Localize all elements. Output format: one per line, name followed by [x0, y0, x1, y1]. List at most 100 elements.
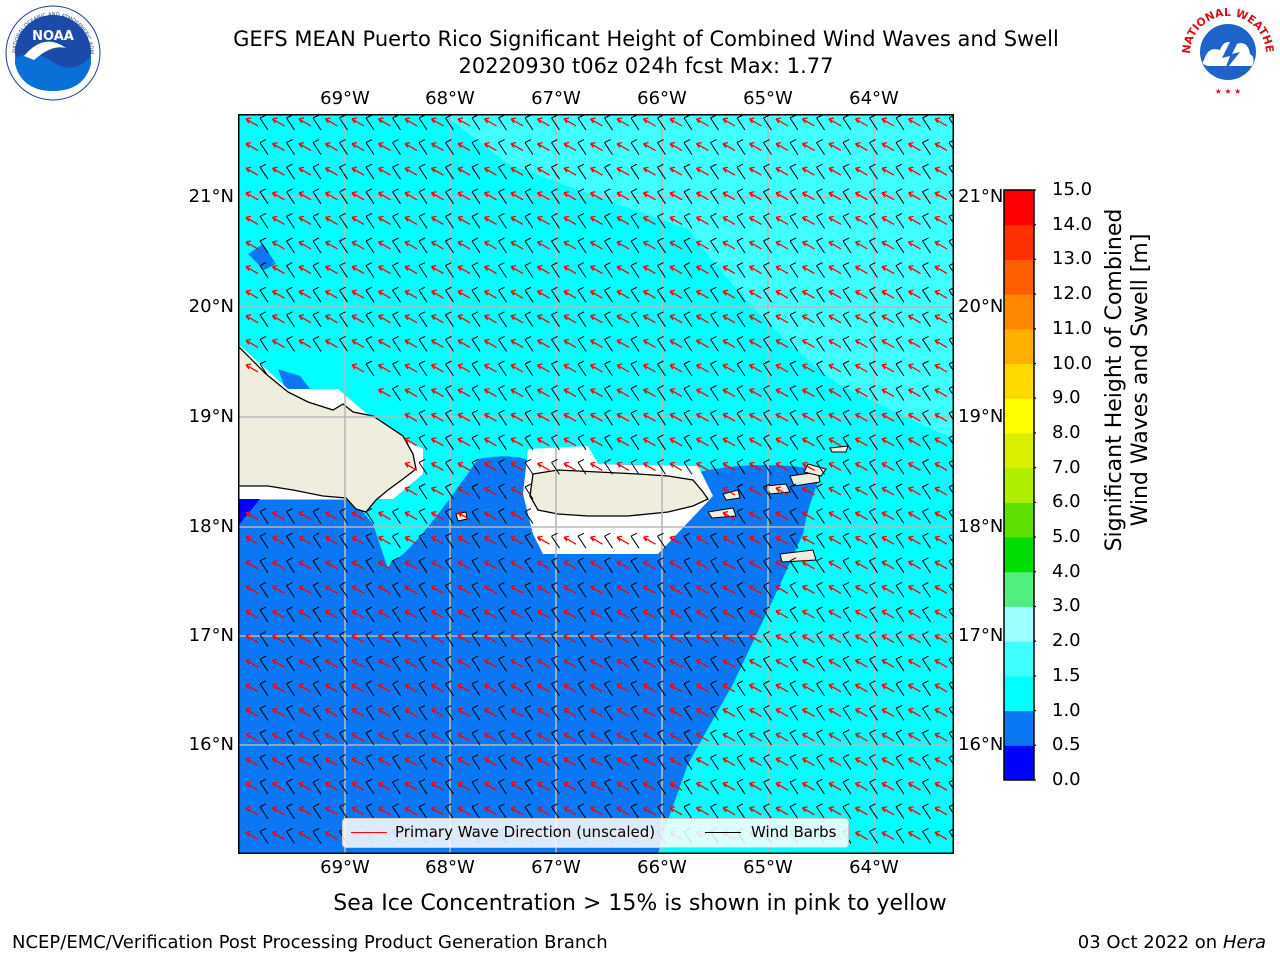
wind-barb	[657, 335, 666, 352]
wind-barb	[445, 581, 454, 598]
wave-arrow	[642, 461, 656, 471]
wind-barb	[551, 335, 560, 352]
wind-barb	[842, 680, 852, 697]
wind-barb	[577, 655, 587, 672]
wave-arrow	[907, 166, 921, 176]
credit-right: 03 Oct 2022 on Hera	[1078, 932, 1266, 953]
wind-barb	[418, 212, 428, 229]
wave-arrow	[457, 609, 471, 619]
wave-arrow	[881, 510, 895, 521]
wind-barb	[763, 631, 772, 647]
wave-arrow	[351, 166, 365, 176]
wave-arrow	[828, 609, 842, 619]
wind-barb	[604, 655, 613, 672]
wind-barb	[392, 778, 401, 795]
wave-arrow	[642, 732, 656, 742]
wind-barb	[365, 655, 375, 672]
wave-arrow	[271, 830, 285, 840]
wind-barb	[630, 212, 640, 229]
wave-arrow	[563, 264, 577, 275]
wind-barb	[922, 237, 931, 254]
wind-barb	[604, 631, 613, 647]
land-hispaniola	[238, 345, 417, 513]
wind-barb	[577, 754, 587, 770]
wave-arrow	[351, 141, 365, 152]
wind-barb	[842, 286, 852, 303]
wave-arrow	[669, 609, 683, 619]
colorbar-segment	[1004, 432, 1034, 469]
wind-barb	[577, 557, 587, 574]
wind-barb	[736, 360, 746, 377]
wave-arrow	[801, 461, 815, 471]
wind-barb	[710, 458, 719, 475]
wave-arrow	[695, 609, 709, 619]
wave-arrow	[748, 240, 762, 250]
wind-barb	[551, 311, 560, 328]
wind-barb	[286, 754, 295, 770]
wave-arrow	[324, 806, 338, 816]
wave-arrow	[934, 683, 948, 693]
wave-arrow	[510, 560, 524, 570]
wave-arrow	[457, 387, 471, 398]
wave-arrow	[589, 363, 603, 373]
wave-arrow	[430, 363, 444, 373]
wave-arrow	[801, 338, 815, 348]
wind-barb	[657, 212, 666, 229]
wave-arrow	[775, 461, 789, 471]
wave-arrow	[828, 338, 842, 348]
wind-barb	[524, 212, 534, 229]
wave-arrow	[669, 683, 683, 693]
wave-arrow	[430, 141, 444, 152]
wind-barb	[683, 606, 693, 623]
wind-barb	[816, 286, 825, 303]
wind-barb	[339, 212, 348, 229]
wave-arrow	[298, 781, 312, 791]
wave-arrow	[828, 658, 842, 668]
wind-barb	[445, 311, 454, 328]
colorbar-segment	[1004, 259, 1034, 295]
wave-arrow	[748, 314, 762, 324]
wave-arrow	[245, 535, 259, 545]
wave-arrow	[298, 633, 312, 644]
wave-arrow	[271, 756, 285, 767]
wave-arrow	[669, 781, 683, 791]
wind-barb	[710, 188, 719, 205]
wave-arrow	[404, 314, 418, 324]
wind-barb	[842, 409, 852, 426]
colorbar-tick-label: 2.0	[1052, 630, 1081, 652]
wave-arrow	[854, 756, 868, 767]
wind-barb	[365, 631, 375, 647]
wave-arrow	[828, 240, 842, 250]
wind-barb	[816, 631, 825, 647]
credit-host: Hera	[1222, 932, 1266, 953]
wind-barb	[683, 557, 693, 574]
wave-arrow	[536, 166, 550, 176]
wave-arrow	[536, 387, 550, 398]
wind-barb	[816, 237, 825, 254]
wind-barb	[630, 704, 640, 721]
noaa-logo-text: NOAA	[32, 29, 74, 44]
wave-arrow	[669, 560, 683, 570]
wave-arrow	[695, 363, 709, 373]
wind-barb	[922, 827, 931, 844]
wave-arrow	[563, 806, 577, 816]
wind-barb	[577, 212, 587, 229]
wave-arrow	[616, 191, 630, 201]
wave-arrow	[298, 830, 312, 840]
wave-arrow	[589, 191, 603, 201]
wind-barb	[816, 360, 825, 377]
wave-arrow	[775, 215, 789, 225]
wave-arrow	[563, 535, 577, 545]
colorbar	[1003, 189, 1036, 781]
wind-barb	[551, 360, 560, 377]
wind-barb	[604, 409, 613, 426]
wave-arrow	[722, 387, 736, 398]
wind-barb	[286, 139, 295, 155]
wave-arrow	[854, 141, 868, 152]
wave-arrow	[457, 412, 471, 422]
wave-arrow	[563, 658, 577, 668]
wind-barb	[763, 409, 772, 426]
wave-arrow	[642, 387, 656, 398]
wind-barb	[551, 557, 560, 574]
lat-tick-right: 20°N	[958, 296, 1004, 317]
